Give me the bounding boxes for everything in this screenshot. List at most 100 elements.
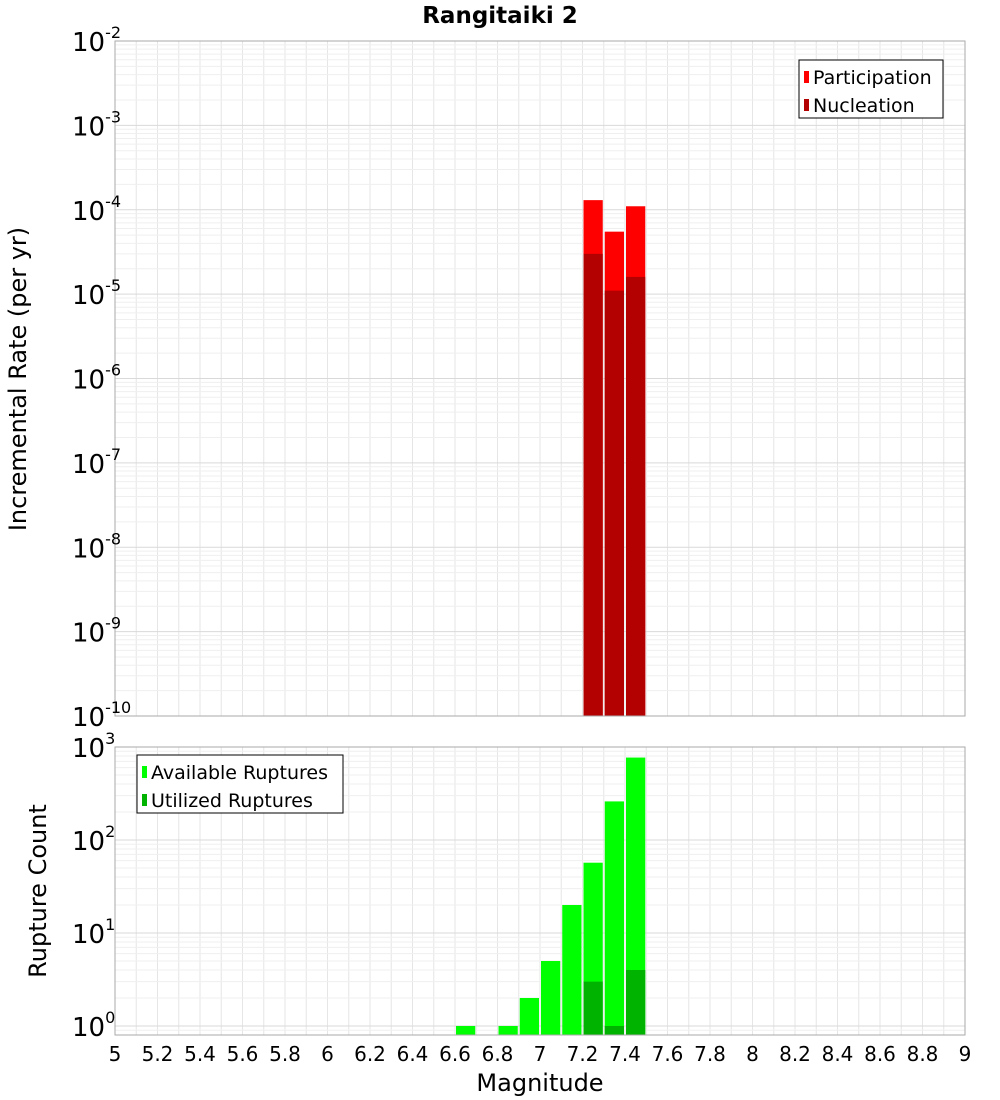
y-tick-label: 10-8 <box>72 529 121 564</box>
x-tick-label: 7.4 <box>609 1042 641 1066</box>
x-tick-label: 8.8 <box>907 1042 939 1066</box>
x-tick-label: 5 <box>109 1042 122 1066</box>
bar <box>519 997 539 1035</box>
legend-swatch <box>142 794 147 806</box>
legend-box <box>136 754 344 814</box>
x-tick-label: 6.2 <box>354 1042 386 1066</box>
y-tick-exponent: -7 <box>105 445 121 464</box>
bar <box>604 801 624 1035</box>
bar <box>541 960 561 1035</box>
legend-swatch <box>142 766 147 778</box>
y-tick-exponent: -3 <box>105 107 121 126</box>
utilized-ruptures-bars <box>583 969 646 1035</box>
legend-label: Utilized Ruptures <box>151 790 313 812</box>
legend-label: Participation <box>813 67 932 89</box>
y-tick-label: 10-5 <box>72 276 121 311</box>
bottom-y-axis-label: Rupture Count <box>24 804 52 978</box>
y-tick-base: 10 <box>72 1013 105 1043</box>
bar <box>583 981 603 1035</box>
y-tick-exponent: -10 <box>105 698 131 717</box>
y-tick-base: 10 <box>72 366 105 396</box>
y-tick-base: 10 <box>72 827 105 857</box>
y-tick-base: 10 <box>72 281 105 311</box>
y-tick-exponent: -4 <box>105 192 121 211</box>
y-tick-base: 10 <box>72 197 105 227</box>
x-tick-label: 6.8 <box>482 1042 514 1066</box>
x-tick-label: 8 <box>746 1042 759 1066</box>
bar <box>626 757 646 1035</box>
bar <box>604 1025 624 1035</box>
bar <box>562 904 582 1035</box>
top-y-axis-label: Incremental Rate (per yr) <box>4 227 32 531</box>
y-tick-base: 10 <box>72 734 105 764</box>
y-tick-label: 100 <box>72 1008 115 1043</box>
grid-lines <box>114 746 966 1036</box>
y-tick-exponent: -9 <box>105 614 121 633</box>
x-tick-label: 6.6 <box>439 1042 471 1066</box>
y-tick-label: 10-4 <box>72 192 121 227</box>
x-tick-label: 7.2 <box>567 1042 599 1066</box>
y-tick-exponent: -8 <box>105 529 121 548</box>
plot-border <box>114 746 966 1036</box>
plot-border <box>114 40 966 717</box>
x-tick-label: 7.6 <box>652 1042 684 1066</box>
x-tick-label: 7 <box>534 1042 547 1066</box>
y-tick-label: 10-9 <box>72 614 121 649</box>
y-tick-base: 10 <box>72 619 105 649</box>
grid-lines <box>114 40 966 717</box>
x-tick-label: 7.8 <box>694 1042 726 1066</box>
x-tick-label: 8.2 <box>779 1042 811 1066</box>
legend-label: Available Ruptures <box>151 762 328 784</box>
y-tick-exponent: 3 <box>105 729 115 748</box>
x-tick-label: 9 <box>959 1042 972 1066</box>
y-tick-exponent: 0 <box>105 1008 115 1027</box>
legend-swatch <box>804 71 809 83</box>
y-tick-label: 10-2 <box>72 23 121 58</box>
y-tick-base: 10 <box>72 112 105 142</box>
chart-title: Rangitaiki 2 <box>422 3 578 29</box>
legend: Available Ruptures Utilized Ruptures <box>136 754 344 814</box>
legend-swatch <box>804 99 809 111</box>
y-tick-base: 10 <box>72 920 105 950</box>
y-tick-base: 10 <box>72 450 105 480</box>
bar <box>604 290 624 716</box>
y-tick-label: 101 <box>72 915 115 950</box>
x-tick-label: 5.4 <box>184 1042 216 1066</box>
x-tick-label: 5.6 <box>227 1042 259 1066</box>
y-tick-base: 10 <box>72 28 105 58</box>
x-tick-labels: 5 5.2 5.4 5.6 5.8 6 6.2 6.4 6.6 6.8 7 7.2 7.4 7.6 7.8 8… <box>109 1042 972 1066</box>
x-tick-label: 8.6 <box>864 1042 896 1066</box>
available-ruptures-bars <box>456 757 646 1035</box>
y-tick-base: 10 <box>72 534 105 564</box>
y-tick-label: 10-10 <box>72 698 131 733</box>
bar <box>583 253 603 716</box>
x-tick-label: 8.4 <box>822 1042 854 1066</box>
legend-label: Nucleation <box>813 95 915 117</box>
legend-box <box>798 59 944 119</box>
y-tick-exponent: -6 <box>105 361 121 380</box>
x-tick-label: 6.4 <box>397 1042 429 1066</box>
y-tick-exponent: -2 <box>105 23 121 42</box>
bar <box>498 1025 518 1035</box>
rate-plot: 10-210-310-410-510-610-710-810-910-10Par… <box>72 23 966 733</box>
y-tick-base: 10 <box>72 703 105 733</box>
y-tick-label: 10-6 <box>72 361 121 396</box>
x-axis-label: Magnitude <box>476 1069 603 1097</box>
y-tick-label: 10-7 <box>72 445 121 480</box>
y-tick-label: 102 <box>72 822 115 857</box>
bar <box>456 1025 476 1035</box>
bar <box>626 276 646 716</box>
legend: Participation Nucleation <box>798 59 944 119</box>
x-tick-label: 5.8 <box>269 1042 301 1066</box>
y-tick-exponent: 1 <box>105 915 115 934</box>
bar <box>626 969 646 1035</box>
nucleation-bars <box>583 253 646 716</box>
x-tick-label: 6 <box>321 1042 334 1066</box>
x-tick-label: 5.2 <box>142 1042 174 1066</box>
y-tick-label: 103 <box>72 729 115 764</box>
y-tick-exponent: -5 <box>105 276 121 295</box>
y-tick-label: 10-3 <box>72 107 121 142</box>
